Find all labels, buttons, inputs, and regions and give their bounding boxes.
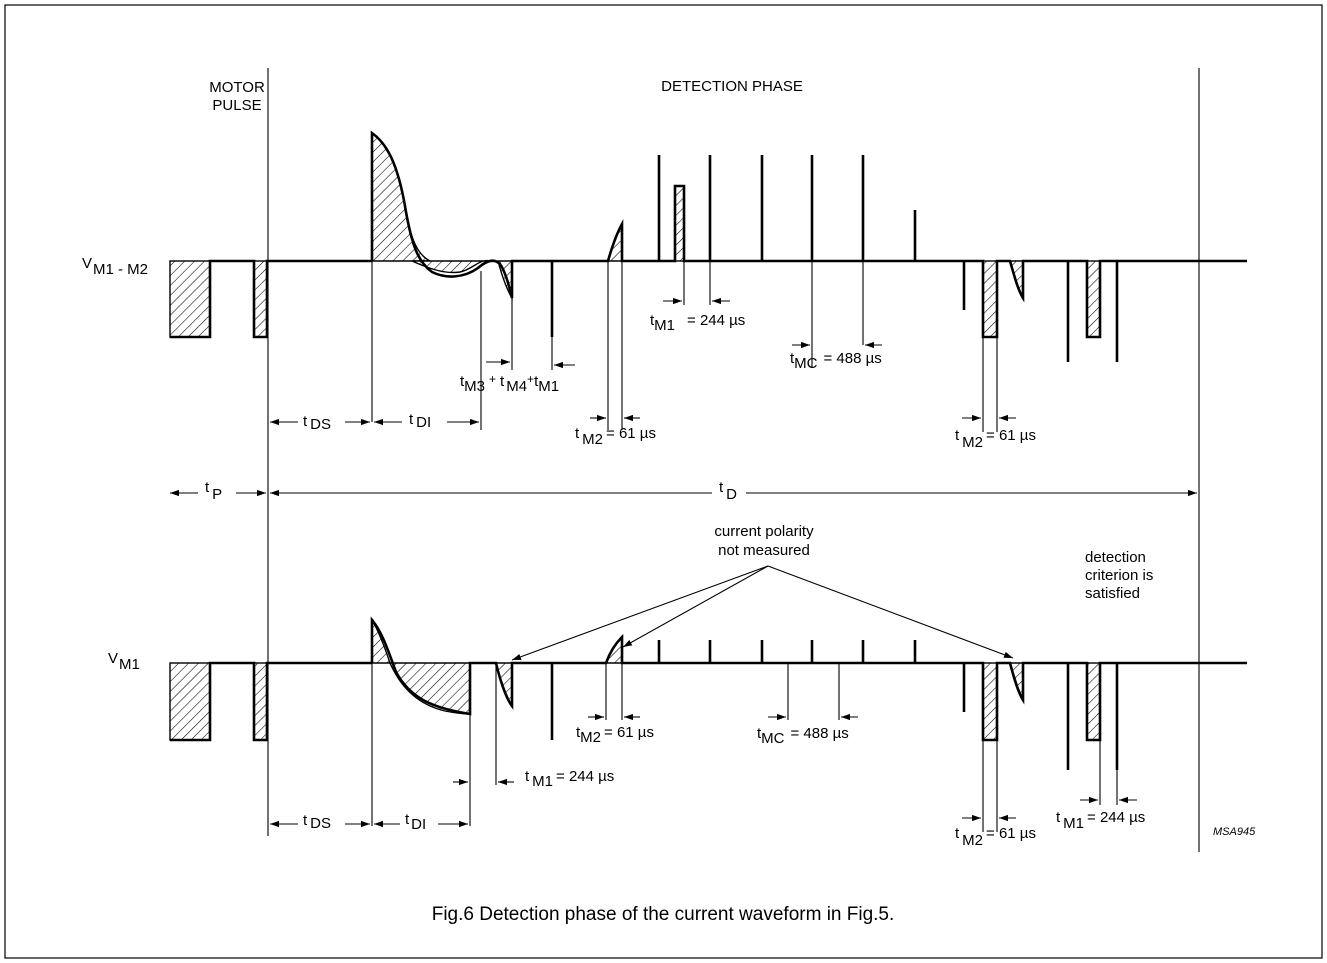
tmc-label-bottom: tMC = 488 µs xyxy=(757,725,849,747)
not-measured-label: not measured xyxy=(718,542,810,559)
tm1-label-bottom-right: t M1 = 244 µs xyxy=(1056,809,1145,832)
induced-bump-area xyxy=(371,617,391,664)
waveform-v-m1-m2: VM1 - M2 xyxy=(82,130,1247,451)
tm2-label-top-right: t M2 = 61 µs xyxy=(955,427,1036,451)
tm1-label-top: tM1 = 244 µs xyxy=(650,312,745,334)
figure-code: MSA945 xyxy=(1213,826,1256,838)
tmc-label-top: tMC = 488 µs xyxy=(790,350,882,372)
tm2-label-bottom-left: tM2 = 61 µs xyxy=(576,724,654,746)
t-di-label-bottom: t DI xyxy=(405,811,426,833)
induced-negative-area xyxy=(388,662,471,715)
t-di-label-top: t DI xyxy=(409,411,431,431)
motor-pulse-end-area-2 xyxy=(253,662,268,741)
motor-pulse-area xyxy=(169,260,211,338)
motor-pulse-label: MOTOR xyxy=(209,79,265,96)
current-polarity-label: current polarity xyxy=(714,523,814,540)
tm1-sample-area-2 xyxy=(1086,662,1101,741)
tm2-label-bottom-right: t M2 = 61 µs xyxy=(955,825,1036,849)
induced-voltage-negative-area xyxy=(411,259,491,274)
v-m1-m2-label: VM1 - M2 xyxy=(82,255,148,278)
figure-caption: Fig.6 Detection phase of the current wav… xyxy=(432,904,895,925)
motor-pulse-area-2 xyxy=(169,662,211,741)
tm1-sample-area-right xyxy=(1086,260,1101,338)
tm2-sample-area-2 xyxy=(982,662,998,741)
waveform-v-m1: VM1 xyxy=(108,616,1247,849)
detection-criterion-label: detection xyxy=(1085,549,1146,566)
detection-phase-label: DETECTION PHASE xyxy=(661,78,803,95)
v-m1-trace xyxy=(170,661,372,742)
detection-criterion-label-3: satisfied xyxy=(1085,585,1140,602)
motor-pulse-label-2: PULSE xyxy=(212,97,261,114)
induced-voltage-positive-area xyxy=(371,131,431,262)
tm3-tm4-tm1-label: tM3 + t M4+tM1 xyxy=(460,372,559,395)
tm2-sample-area-right xyxy=(982,260,998,338)
tm1-sample-area xyxy=(674,185,685,262)
v-m1-label: VM1 xyxy=(108,650,140,673)
t-ds-label-bottom: t DS xyxy=(303,812,331,832)
motor-pulse-end-area xyxy=(253,260,268,338)
tm2-label-top-left: t M2 = 61 µs xyxy=(575,425,656,448)
figure-frame xyxy=(4,4,1323,959)
detection-criterion-label-2: criterion is xyxy=(1085,567,1153,584)
tm1-label-bottom-left: t M1 = 244 µs xyxy=(525,768,614,790)
v-m1-m2-trace xyxy=(170,259,372,339)
t-ds-label-top: t DS xyxy=(303,413,331,433)
